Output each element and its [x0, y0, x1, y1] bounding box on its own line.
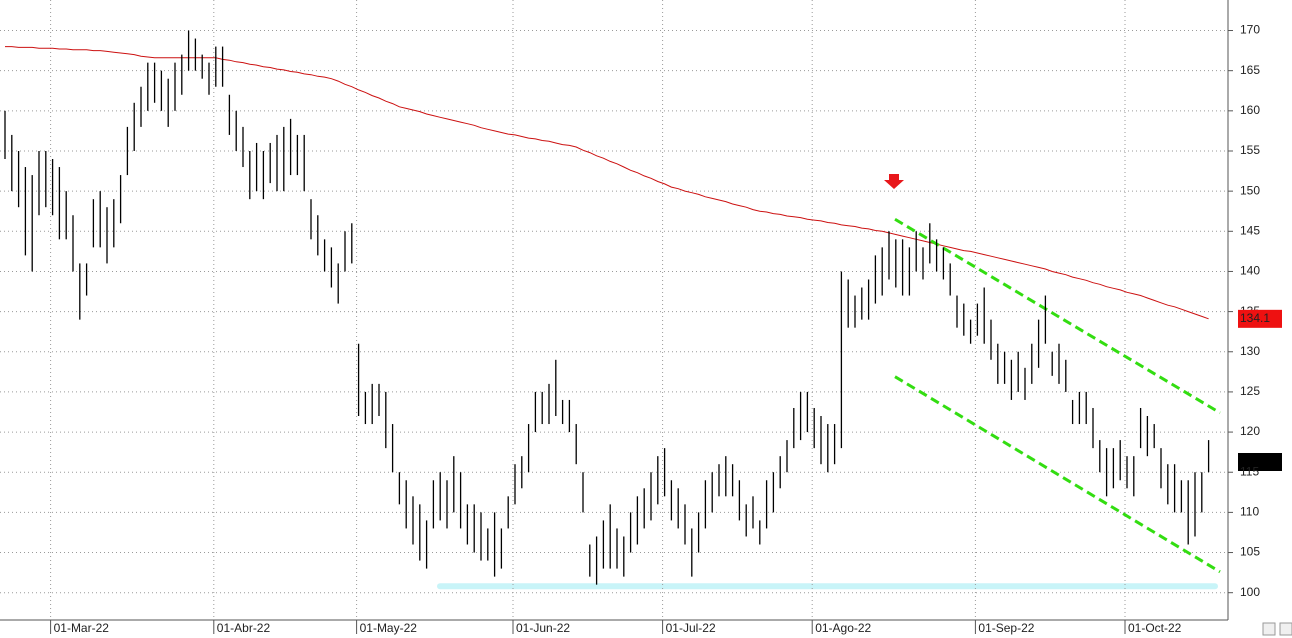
- y-tick-label: 145: [1240, 223, 1260, 237]
- y-tick-label: 120: [1240, 424, 1260, 438]
- icon[interactable]: [1279, 622, 1292, 636]
- trend-line: [894, 375, 1221, 574]
- y-tick-label: 125: [1240, 384, 1260, 398]
- moving-average-line: [5, 46, 1209, 320]
- icon[interactable]: [1262, 622, 1276, 636]
- y-tick-label: 100: [1240, 585, 1260, 599]
- signal-arrow: [884, 174, 904, 189]
- x-tick-label: 01-Sep-22: [978, 621, 1034, 635]
- ma-value-box: [1238, 309, 1282, 328]
- x-tick-label: 01-Abr-22: [217, 621, 271, 635]
- y-tick-label: 160: [1240, 103, 1260, 117]
- y-tick-label: 165: [1240, 63, 1260, 77]
- x-tick-label: 01-Jul-22: [666, 621, 716, 635]
- last-price-box: [1238, 453, 1282, 471]
- x-tick-label: 01-Mar-22: [54, 621, 110, 635]
- x-tick-label: 01-May-22: [360, 621, 418, 635]
- y-tick-label: 105: [1240, 545, 1260, 559]
- trend-line: [894, 217, 1221, 415]
- x-tick-label: 01-Oct-22: [1128, 621, 1182, 635]
- x-tick-label: 01-Ago-22: [815, 621, 871, 635]
- y-tick-label: 155: [1240, 143, 1260, 157]
- y-tick-label: 140: [1240, 264, 1260, 278]
- toolbar-icons: [1262, 622, 1292, 636]
- y-tick-label: 115: [1240, 464, 1259, 478]
- y-tick-label: 110: [1240, 505, 1259, 519]
- y-tick-label: 150: [1240, 183, 1260, 197]
- ma-value-label: 134.1: [1240, 311, 1270, 325]
- x-tick-label: 01-Jun-22: [516, 621, 570, 635]
- y-tick-label: 130: [1240, 344, 1260, 358]
- y-tick-label: 170: [1240, 23, 1260, 37]
